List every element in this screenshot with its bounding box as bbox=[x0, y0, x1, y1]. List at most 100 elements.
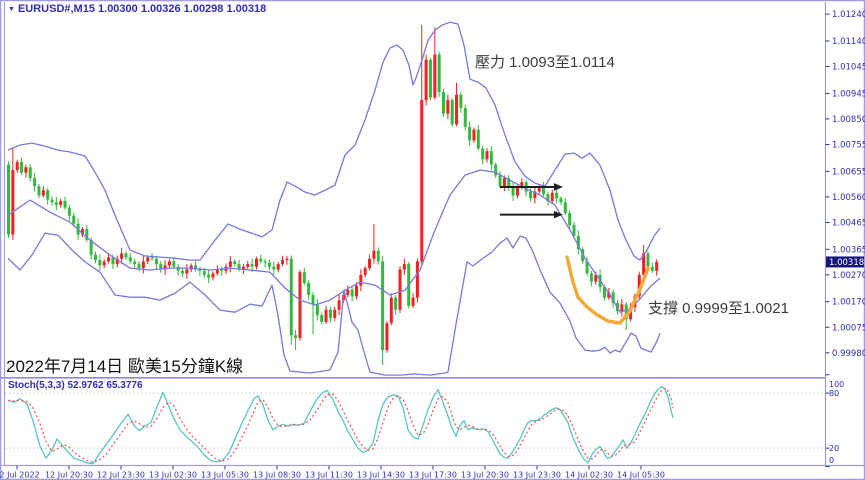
candle-body bbox=[276, 264, 280, 270]
candle-body bbox=[98, 260, 102, 266]
candle-body bbox=[133, 261, 137, 265]
candle-body bbox=[624, 304, 628, 320]
candle-body bbox=[389, 297, 393, 324]
candle-body bbox=[424, 59, 428, 101]
candle-body bbox=[167, 261, 171, 266]
candle-body bbox=[146, 257, 150, 262]
candle-body bbox=[463, 108, 467, 127]
candle-body bbox=[241, 266, 245, 270]
candle-body bbox=[215, 269, 219, 274]
candle-body bbox=[428, 59, 432, 98]
candle-body bbox=[141, 261, 145, 269]
candle-body bbox=[589, 273, 593, 282]
candle-body bbox=[459, 94, 463, 109]
candle-body bbox=[172, 261, 176, 267]
price-tick-label: 1.00850 bbox=[832, 115, 865, 125]
candle-body bbox=[63, 200, 67, 208]
time-tick-label: 13 Jul 20:30 bbox=[461, 471, 509, 480]
price-tick-label: 1.01045 bbox=[832, 63, 865, 73]
candle-body bbox=[154, 258, 158, 265]
date-annotation[interactable]: 2022年7月14日 歐美15分鐘K線 bbox=[6, 357, 244, 376]
candle-body bbox=[333, 309, 337, 318]
candle-body bbox=[254, 258, 258, 267]
time-tick-label: 13 Jul 02:30 bbox=[149, 471, 197, 480]
time-tick-label: 13 Jul 23:30 bbox=[513, 471, 561, 480]
price-tick-label: 1.00560 bbox=[832, 193, 865, 203]
candle-body bbox=[20, 161, 24, 173]
candle-body bbox=[502, 178, 506, 187]
candle-body bbox=[563, 202, 567, 214]
candle-body bbox=[80, 229, 84, 235]
candle-body bbox=[537, 186, 541, 192]
support-curve[interactable] bbox=[565, 255, 650, 325]
candle-body bbox=[498, 175, 502, 187]
candle-body bbox=[372, 250, 376, 259]
candle-body bbox=[320, 315, 324, 322]
candle-body bbox=[159, 264, 163, 270]
candle-body bbox=[50, 199, 54, 203]
candle-body bbox=[363, 268, 367, 275]
resistance-annotation[interactable]: 壓力 1.0093至1.0114 bbox=[475, 54, 615, 71]
current-price-badge: 1.00318 bbox=[826, 256, 864, 268]
price-tick-label: 1.01240 bbox=[832, 10, 865, 20]
pane-divider[interactable] bbox=[1, 377, 825, 379]
candle-body bbox=[281, 260, 285, 265]
time-axis[interactable]: 12 Jul 2022 12 Jul 20:30 12 Jul 23:30 13 Ju… bbox=[0, 466, 665, 480]
candle-body bbox=[89, 239, 93, 255]
support-annotation[interactable]: 支撐 0.9999至1.0021 bbox=[648, 300, 789, 317]
candle-body bbox=[120, 253, 124, 259]
candle-body bbox=[259, 258, 263, 262]
candle-body bbox=[94, 254, 97, 261]
candle-body bbox=[576, 235, 580, 250]
candle-body bbox=[433, 54, 437, 98]
candle-body bbox=[337, 300, 341, 310]
candle-body bbox=[289, 258, 293, 336]
candle-body bbox=[472, 129, 476, 141]
candle-body bbox=[285, 258, 289, 261]
symbol-header: ▼ EURUSD#,M15 1.00300 1.00326 1.00298 1.0… bbox=[8, 3, 266, 15]
candle-body bbox=[555, 192, 559, 199]
candle-body bbox=[263, 261, 267, 263]
candle-body bbox=[572, 225, 576, 236]
candle-body bbox=[411, 297, 415, 306]
candle-body bbox=[41, 190, 45, 196]
candle-body bbox=[559, 198, 563, 203]
candle-body bbox=[272, 266, 276, 270]
candle-body bbox=[181, 270, 184, 274]
candle-body bbox=[381, 261, 385, 351]
price-axis[interactable]: 1.01240 1.01140 1.01045 1.00945 1.00850 1.007… bbox=[825, 10, 865, 359]
candle-body bbox=[520, 182, 524, 188]
candle-body bbox=[646, 253, 650, 267]
candle-body bbox=[185, 269, 189, 274]
candle-body bbox=[402, 264, 406, 270]
candle-body bbox=[637, 274, 641, 297]
level-arrow-2[interactable] bbox=[500, 210, 563, 219]
candle-body bbox=[398, 269, 402, 310]
candle-body bbox=[194, 265, 198, 270]
candle-body bbox=[328, 309, 332, 318]
candle-body bbox=[450, 100, 454, 125]
candle-body bbox=[102, 261, 106, 266]
time-tick-label: 12 Jul 20:30 bbox=[45, 471, 93, 480]
candle-body bbox=[307, 282, 311, 296]
candle-body bbox=[315, 304, 319, 316]
bollinger-lower-band bbox=[7, 232, 661, 376]
arrow-head-icon bbox=[554, 183, 563, 191]
level-arrow-1[interactable] bbox=[500, 183, 563, 191]
candle-body bbox=[246, 264, 250, 267]
price-tick-label: 1.00755 bbox=[832, 140, 865, 150]
candle-body bbox=[54, 202, 58, 205]
candle-body bbox=[359, 274, 363, 286]
bollinger-upper-band bbox=[7, 21, 661, 261]
candle-body bbox=[481, 148, 485, 160]
candle-body bbox=[233, 261, 237, 265]
candle-body bbox=[455, 94, 459, 125]
candle-body bbox=[237, 264, 241, 270]
candle-body bbox=[533, 191, 537, 199]
time-tick-label: 13 Jul 14:30 bbox=[357, 471, 405, 480]
candle-body bbox=[107, 257, 111, 262]
candle-body bbox=[507, 178, 511, 188]
candle-body bbox=[124, 253, 128, 258]
